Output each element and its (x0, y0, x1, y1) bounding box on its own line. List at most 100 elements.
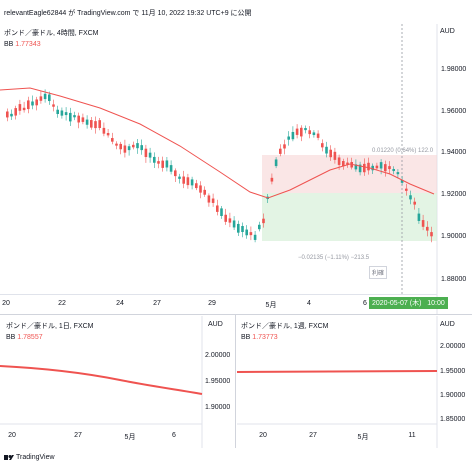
candle-body (144, 148, 148, 158)
candle-body (384, 164, 387, 172)
candle-body (27, 100, 30, 110)
daily-bb-line (0, 365, 203, 395)
candle-body (69, 112, 72, 122)
candle-body (211, 198, 215, 203)
candle-body (405, 188, 408, 191)
candle-body (270, 177, 274, 182)
candle-body (262, 218, 265, 224)
annotation-take-profit-tag[interactable]: 利確 (369, 266, 388, 279)
tradingview-brand: TradingView (16, 454, 55, 461)
weekly-chart-pane[interactable]: ポンド／豪ドル, 1週, FXCM BB 1.73773 AUD 2.00000… (237, 316, 472, 448)
crosshair-date-badge: 2020-05-07 (木) 10:00 (369, 297, 448, 309)
candle-body (426, 226, 429, 231)
candle-body (400, 179, 404, 183)
main-bb-indicator[interactable]: BB 1.77343 (4, 41, 41, 48)
candle-body (35, 99, 38, 106)
main-ytick-top: 1.98000 (441, 66, 467, 73)
candle-body (98, 120, 101, 128)
candle-body (52, 104, 55, 107)
candle-body (379, 162, 383, 169)
annotation-downside: −0.02135 (−1.11%) −213.5 (298, 255, 370, 261)
candle-body (43, 93, 47, 100)
candle-body (64, 112, 68, 116)
pane-separator-vertical[interactable] (235, 314, 236, 448)
candle-body (291, 131, 295, 140)
candle-body (136, 143, 139, 149)
candle-body (388, 166, 391, 170)
candle-body (216, 205, 219, 212)
weekly-ytick: 1.85000 (440, 416, 466, 423)
weekly-ytick: 1.90000 (440, 392, 466, 399)
candle-body (153, 156, 156, 163)
candle-body (413, 201, 416, 205)
daily-chart-pane[interactable]: ポンド／豪ドル, 1日, FXCM BB 1.78557 AUD 2.00000… (0, 316, 235, 448)
candle-body (165, 160, 169, 168)
candle-body (190, 179, 194, 186)
candle-body (287, 136, 290, 140)
candle-body (371, 165, 374, 171)
candles-group (6, 89, 433, 243)
weekly-bb-indicator[interactable]: BB 1.73773 (241, 334, 278, 341)
main-xtick: 5月 (265, 302, 277, 309)
candle-body (174, 170, 177, 177)
candle-body (81, 117, 85, 122)
daily-symbol-title: ポンド／豪ドル, 1日, FXCM (6, 323, 94, 330)
candle-body (346, 162, 349, 165)
daily-ytick: 1.95000 (205, 378, 231, 385)
candle-body (207, 195, 211, 203)
candle-body (169, 165, 173, 172)
candle-body (48, 94, 51, 102)
candle-body (94, 121, 97, 129)
main-xtick: 24 (116, 300, 124, 307)
weekly-chart[interactable] (237, 316, 472, 448)
weekly-symbol-title: ポンド／豪ドル, 1週, FXCM (241, 323, 329, 330)
profit-zone-up (262, 155, 437, 193)
weekly-xtick: 11 (408, 432, 416, 439)
main-xtick: 27 (153, 300, 161, 307)
candle-body (274, 159, 278, 167)
daily-ytick: 2.00000 (205, 352, 231, 359)
daily-chart[interactable] (0, 316, 235, 448)
main-bb-label: BB (4, 41, 14, 48)
candle-body (115, 143, 118, 146)
candle-body (157, 161, 160, 164)
daily-bb-value: 1.78557 (17, 334, 43, 341)
candle-body (228, 218, 232, 223)
main-bb-value: 1.77343 (15, 41, 41, 48)
daily-bb-label: BB (6, 334, 16, 341)
main-ytick: 1.94000 (441, 149, 467, 156)
main-symbol-title: ポンド／豪ドル, 4時間, FXCM (4, 30, 99, 37)
main-ytick: 1.90000 (441, 233, 467, 240)
candle-body (392, 168, 395, 172)
candle-body (333, 151, 337, 160)
daily-bb-indicator[interactable]: BB 1.78557 (6, 334, 43, 341)
candle-body (245, 229, 248, 236)
candle-body (358, 164, 362, 173)
weekly-ytick: 2.00000 (440, 343, 466, 350)
candle-body (224, 214, 227, 222)
candle-body (279, 148, 282, 154)
candle-body (300, 127, 303, 137)
candle-body (60, 110, 64, 116)
tradingview-logo[interactable]: TradingView (4, 454, 55, 461)
weekly-xtick: 5月 (357, 434, 369, 441)
weekly-xtick: 20 (259, 432, 267, 439)
weekly-xtick: 27 (309, 432, 317, 439)
candle-body (375, 165, 379, 169)
main-xtick: 29 (208, 300, 216, 307)
candle-body (329, 149, 332, 158)
weekly-currency-label: AUD (440, 321, 455, 328)
daily-xtick: 5月 (124, 434, 136, 441)
daily-xtick: 20 (8, 432, 16, 439)
main-xtick: 20 (2, 300, 10, 307)
candle-body (421, 220, 425, 227)
annotation-upside: 0.01220 (0.64%) 122.0 (372, 148, 434, 154)
candle-body (119, 143, 122, 150)
main-currency-label: AUD (440, 28, 455, 35)
candle-body (316, 133, 320, 138)
main-chart-pane[interactable]: ポンド／豪ドル, 4時間, FXCM BB 1.77343 AUD 0.0122… (0, 24, 472, 314)
main-xtick: 22 (58, 300, 66, 307)
candle-body (182, 176, 185, 184)
candle-body (6, 111, 9, 118)
main-price-chart[interactable] (0, 24, 472, 314)
